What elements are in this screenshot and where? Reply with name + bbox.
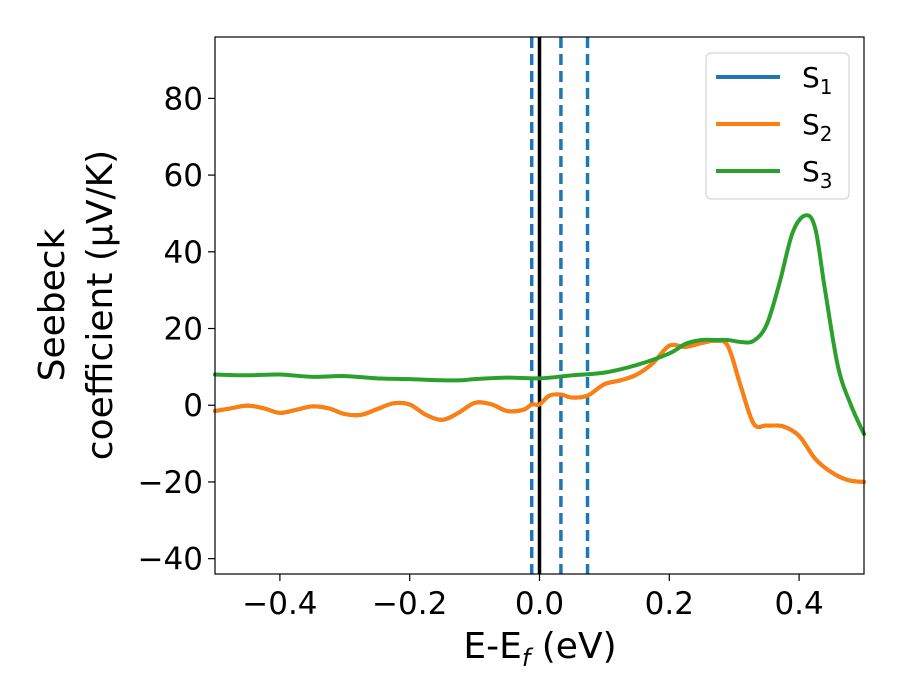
legend-label-s1: S1 — [802, 61, 833, 99]
series-line-s2 — [213, 338, 866, 484]
legend: S1 S2 S3 — [705, 52, 850, 200]
y-tick-label: −20 — [138, 465, 203, 501]
y-tick-label: 0 — [183, 388, 203, 424]
series-line-s3 — [213, 213, 866, 436]
y-tick-label: 80 — [164, 81, 203, 117]
x-axis-label-unit: (eV) — [530, 626, 616, 667]
y-tick-label: 40 — [164, 235, 203, 271]
x-axis-ticks: −0.4 −0.2 0.0 0.2 0.4 — [242, 574, 824, 622]
x-tick-label: 0.2 — [645, 586, 694, 622]
x-tick-label: −0.4 — [242, 586, 317, 622]
x-axis-label-main: E-E — [463, 626, 521, 667]
y-tick-label: 60 — [164, 158, 203, 194]
x-tick-label: 0.0 — [515, 586, 564, 622]
series-lines — [213, 213, 866, 484]
legend-label-s3: S3 — [802, 155, 833, 193]
y-tick-label: 20 — [164, 312, 203, 348]
y-axis-label-line2: coefficient (μV/K) — [80, 150, 121, 460]
y-tick-label: −40 — [138, 542, 203, 578]
x-axis-label: E-Ef (eV) — [463, 626, 616, 672]
y-axis-label: Seebeck coefficient (μV/K) — [32, 150, 121, 460]
x-tick-label: 0.4 — [774, 586, 823, 622]
reference-lines — [529, 37, 590, 574]
y-axis-label-line1: Seebeck — [32, 228, 73, 381]
x-tick-label: −0.2 — [372, 586, 447, 622]
y-axis-ticks: −40 −20 0 20 40 60 80 — [138, 81, 215, 578]
legend-label-s2: S2 — [802, 108, 833, 146]
